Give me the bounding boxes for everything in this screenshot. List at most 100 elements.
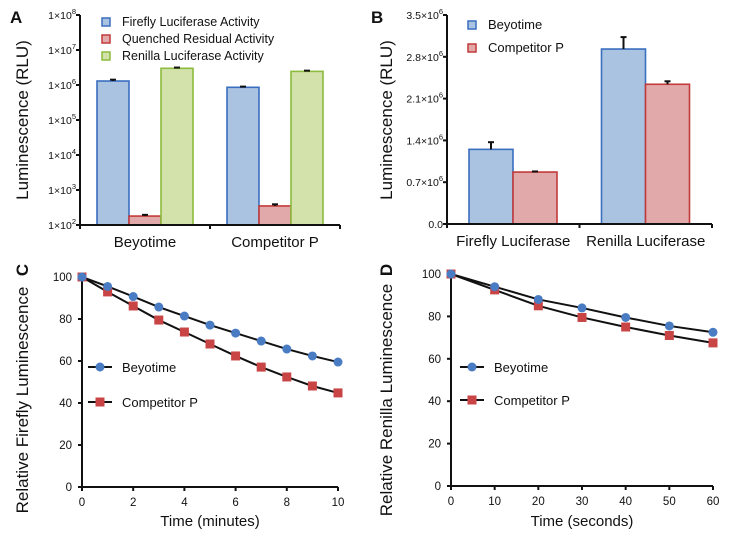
panel-d: D Relative Renilla Luminescence Time (se… — [377, 264, 719, 530]
x-axis-title: Time (seconds) — [531, 513, 634, 530]
data-point — [307, 381, 317, 391]
legend-label: Competitor P — [494, 393, 570, 408]
bar — [600, 48, 647, 225]
y-tick-label: 1×108 — [48, 7, 76, 22]
legend-label: Renilla Luciferase Activity — [122, 49, 264, 63]
y-axis-title: Relative Renilla Luminescence — [377, 284, 396, 516]
data-point — [664, 330, 674, 340]
bar — [160, 67, 194, 226]
y-tick-label: 100 — [53, 272, 72, 284]
x-tick-label: 20 — [532, 496, 545, 508]
bar — [644, 83, 691, 225]
y-tick-label: 60 — [59, 356, 72, 368]
panel-b: B Luminescence (RLU) 0.0 0.7×106 1.4×106 2.… — [371, 7, 713, 250]
data-point — [490, 282, 500, 292]
y-tick-label: 20 — [428, 439, 441, 451]
bar — [258, 205, 292, 226]
bar — [468, 148, 514, 225]
legend-label: Competitor P — [488, 40, 564, 55]
data-point — [307, 351, 317, 361]
legend-marker — [467, 395, 477, 405]
data-point — [256, 336, 266, 346]
series-line — [450, 273, 714, 334]
y-tick-label: 2.1×106 — [406, 91, 443, 106]
legend-label: Quenched Residual Activity — [122, 32, 275, 46]
data-point — [205, 320, 215, 330]
y-tick-label: 0.0 — [428, 219, 443, 231]
category-label: Competitor P — [231, 234, 319, 251]
panel-letter-d: D — [377, 264, 396, 276]
legend-marker — [95, 397, 105, 407]
x-tick-label: 10 — [488, 496, 501, 508]
data-point — [154, 315, 164, 325]
bar — [226, 86, 260, 226]
y-tick-label: 20 — [59, 440, 72, 452]
x-tick-label: 40 — [619, 496, 632, 508]
data-point — [154, 302, 164, 312]
y-tick-label: 0 — [435, 481, 441, 493]
legend-marker — [95, 362, 105, 372]
y-tick-label: 1×104 — [48, 147, 76, 162]
data-point — [446, 269, 456, 279]
data-point — [77, 272, 87, 282]
legend-swatch — [101, 51, 111, 61]
x-tick-label: 8 — [284, 497, 290, 509]
legend-swatch — [101, 34, 111, 44]
bar — [512, 171, 558, 225]
x-tick-label: 0 — [79, 497, 85, 509]
legend-swatch — [101, 17, 111, 27]
x-tick-label: 50 — [663, 496, 676, 508]
bar — [96, 80, 130, 226]
y-tick-label: 1.4×106 — [406, 132, 443, 147]
x-tick-label: 6 — [232, 497, 238, 509]
category-label: Renilla Luciferase — [586, 233, 705, 250]
legend-label: Beyotime — [494, 360, 548, 375]
panel-letter-c: C — [13, 264, 32, 276]
legend-label: Beyotime — [488, 17, 542, 32]
bar — [290, 70, 324, 226]
panel-letter-b: B — [371, 8, 383, 27]
y-tick-label: 0.7×106 — [406, 174, 443, 189]
data-point — [256, 362, 266, 372]
legend-swatch — [467, 20, 477, 30]
legend-swatch — [467, 43, 477, 53]
y-tick-label: 80 — [59, 314, 72, 326]
legend-marker — [467, 362, 477, 372]
x-tick-label: 10 — [332, 497, 345, 509]
legend-label: Beyotime — [122, 360, 176, 375]
panel-a: A Luminescence (RLU) 1×102 1×103 1×104 1×10… — [10, 7, 341, 251]
data-point — [205, 339, 215, 349]
y-tick-label: 0 — [66, 482, 72, 494]
data-point — [621, 322, 631, 332]
y-tick-label: 100 — [422, 269, 441, 281]
y-tick-label: 40 — [428, 396, 441, 408]
x-tick-label: 2 — [130, 497, 136, 509]
data-point — [333, 388, 343, 398]
data-point — [533, 301, 543, 311]
legend-label: Firefly Luciferase Activity — [122, 15, 260, 29]
data-point — [179, 311, 189, 321]
data-point — [128, 301, 138, 311]
category-label: Beyotime — [114, 234, 177, 251]
data-point — [128, 292, 138, 302]
panel-letter-a: A — [10, 8, 22, 27]
category-label: Firefly Luciferase — [456, 233, 570, 250]
data-point — [533, 294, 543, 304]
data-point — [333, 357, 343, 367]
series-line — [81, 276, 339, 394]
y-axis-title: Relative Firefly Luminescence — [13, 287, 32, 514]
x-tick-label: 4 — [181, 497, 188, 509]
y-tick-label: 1×107 — [48, 42, 76, 57]
y-axis-title: Luminescence (RLU) — [13, 40, 32, 200]
y-tick-label: 3.5×106 — [406, 7, 443, 22]
y-tick-label: 80 — [428, 311, 441, 323]
y-axis-title: Luminescence (RLU) — [377, 40, 396, 200]
data-point — [103, 287, 113, 297]
y-tick-label: 2.8×106 — [406, 49, 443, 64]
data-point — [708, 327, 718, 337]
data-point — [664, 321, 674, 331]
series-line — [81, 276, 339, 364]
x-tick-label: 30 — [576, 496, 589, 508]
data-point — [577, 303, 587, 313]
